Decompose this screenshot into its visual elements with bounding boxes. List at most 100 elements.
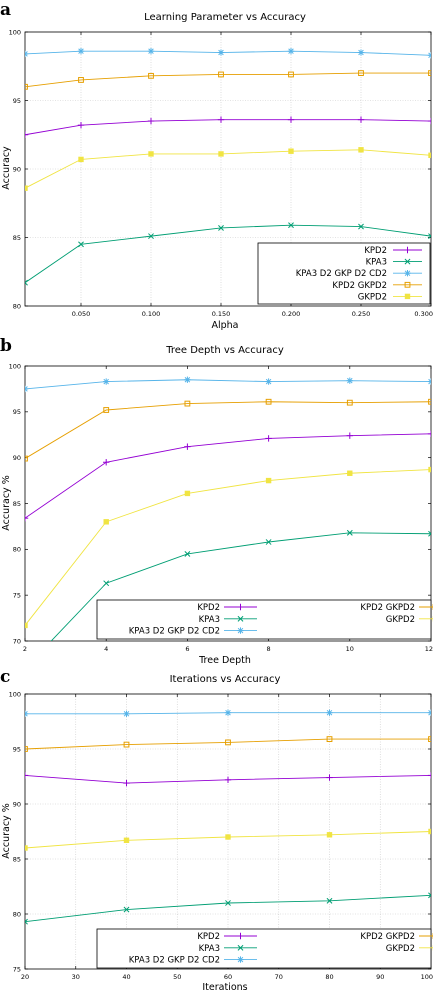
x-tick-label: 20 (21, 973, 29, 981)
data-point-kpa3 (225, 900, 231, 906)
chart-title: Iterations vs Accuracy (170, 674, 281, 685)
data-point-kpa3 (428, 892, 431, 899)
data-point-gkpd2 (25, 845, 28, 851)
data-point-gkpd2 (184, 490, 191, 497)
data-point-kpa3-d2-gkp-d2-cd2 (427, 52, 431, 59)
panel-c: c Iterations vs Accuracy Accuracy % Iter… (0, 667, 433, 992)
legend-marker (237, 944, 244, 951)
data-point-gkpd2 (428, 466, 431, 473)
y-tick-label: 70 (13, 637, 21, 645)
x-axis-label: Iterations (202, 982, 247, 992)
data-point-kpd2-gkpd2 (358, 70, 364, 76)
data-point-kpd2 (346, 432, 353, 439)
legend-marker (237, 627, 244, 634)
legend-marker (237, 603, 244, 611)
data-point-kpa3-d2-gkp-d2-cd2 (427, 378, 431, 385)
legend-item: GKPD2 (386, 615, 433, 625)
y-tick-label: 90 (13, 800, 21, 808)
legend-label: KPD2 (364, 246, 387, 256)
data-point-kpa3 (78, 241, 84, 248)
data-point-kpa3-d2-gkp-d2-cd2 (25, 385, 29, 393)
y-tick-label: 90 (13, 165, 21, 173)
legend-item: KPD2 GKPD2 (360, 932, 433, 942)
y-tick-label: 75 (13, 965, 21, 973)
data-point-gkpd2 (103, 519, 109, 525)
x-tick-label: 4 (104, 645, 108, 653)
data-point-kpd2 (224, 776, 232, 783)
y-tick-label: 85 (13, 234, 21, 242)
data-point-gkpd2 (347, 470, 353, 476)
data-point-kpa3-d2-gkp-d2-cd2 (184, 376, 191, 383)
series-layer (25, 47, 431, 286)
data-point-kpa3 (428, 233, 431, 240)
data-point-kpd2-gkpd2 (288, 71, 294, 78)
data-point-kpd2 (326, 774, 333, 781)
panel-letter: a (0, 0, 11, 20)
y-tick-label: 100 (9, 362, 21, 370)
data-point-kpa3 (428, 530, 431, 537)
data-point-kpd2 (427, 117, 431, 125)
data-point-kpd2 (427, 772, 431, 779)
x-tick-label: 0.050 (72, 310, 91, 318)
series-line-kpd2-gkpd2 (25, 401, 431, 459)
data-point-kpa3 (346, 529, 353, 536)
data-point-kpa3-d2-gkp-d2-cd2 (326, 709, 333, 716)
data-point-kpa3-d2-gkp-d2-cd2 (217, 49, 225, 56)
legend-box (96, 928, 432, 969)
y-axis-label: Accuracy % (1, 475, 12, 530)
data-point-kpd2-gkpd2 (346, 399, 353, 406)
data-point-gkpd2 (123, 837, 130, 844)
data-point-kpd2-gkpd2 (25, 746, 28, 752)
chart-title: Learning Parameter vs Accuracy (144, 12, 306, 23)
legend-marker (404, 293, 411, 300)
data-point-kpa3-d2-gkp-d2-cd2 (357, 49, 365, 56)
legend-marker (404, 258, 411, 265)
data-point-kpa3 (25, 918, 28, 925)
legend-marker (404, 281, 411, 288)
x-tick-label: 90 (376, 973, 384, 981)
x-tick-label: 60 (224, 973, 232, 981)
series-line-kpa3 (50, 532, 431, 641)
data-point-kpd2 (287, 116, 295, 123)
data-point-kpa3-d2-gkp-d2-cd2 (123, 710, 130, 717)
series-line-kpd2 (25, 119, 431, 136)
plot-area: 75 80 85 90 95 100 20 30 40 50 60 70 80 90 100 (9, 690, 433, 981)
x-tick-label: 70 (275, 973, 283, 981)
plot-area: 70 75 80 85 90 95 100 2 4 6 8 10 12 (9, 362, 433, 653)
data-point-gkpd2 (225, 834, 231, 840)
y-tick-label: 85 (13, 500, 21, 508)
data-point-kpd2 (25, 514, 29, 522)
data-point-kpa3 (25, 279, 28, 286)
legend-marker (404, 246, 411, 254)
data-point-gkpd2 (428, 152, 431, 158)
x-axis-label: Tree Depth (198, 655, 251, 666)
legend-label: KPD2 GKPD2 (360, 603, 415, 613)
legend-label: KPA3 (366, 258, 387, 268)
data-point-kpd2-gkpd2 (265, 398, 272, 405)
legend-label: KPD2 GKPD2 (332, 281, 387, 291)
y-axis-label: Accuracy % (1, 803, 12, 858)
legend-item: KPD2 (364, 246, 422, 256)
x-tick-label: 100 (421, 973, 433, 981)
series-line-kpd2-gkpd2 (25, 738, 431, 750)
plot-area: 80 85 90 95 100 0.050 0.100 0.150 0.200 0.250 0.30… (9, 28, 433, 318)
data-point-gkpd2 (148, 151, 154, 157)
data-point-kpd2-gkpd2 (428, 736, 431, 743)
legend-marker (237, 615, 244, 622)
data-point-kpa3-d2-gkp-d2-cd2 (287, 47, 295, 55)
legend-label: GKPD2 (386, 944, 415, 954)
data-point-kpd2 (25, 772, 29, 779)
data-point-kpd2 (357, 116, 365, 123)
legend-label: KPA3 D2 GKP D2 CD2 (129, 627, 220, 637)
data-point-kpa3 (148, 233, 154, 240)
data-point-kpa3 (358, 223, 364, 230)
y-tick-label: 80 (13, 910, 21, 918)
data-point-gkpd2 (288, 148, 294, 154)
y-tick-label: 90 (13, 454, 21, 462)
data-point-kpd2-gkpd2 (78, 77, 84, 83)
data-point-gkpd2 (25, 185, 28, 191)
data-point-kpa3 (184, 551, 191, 557)
